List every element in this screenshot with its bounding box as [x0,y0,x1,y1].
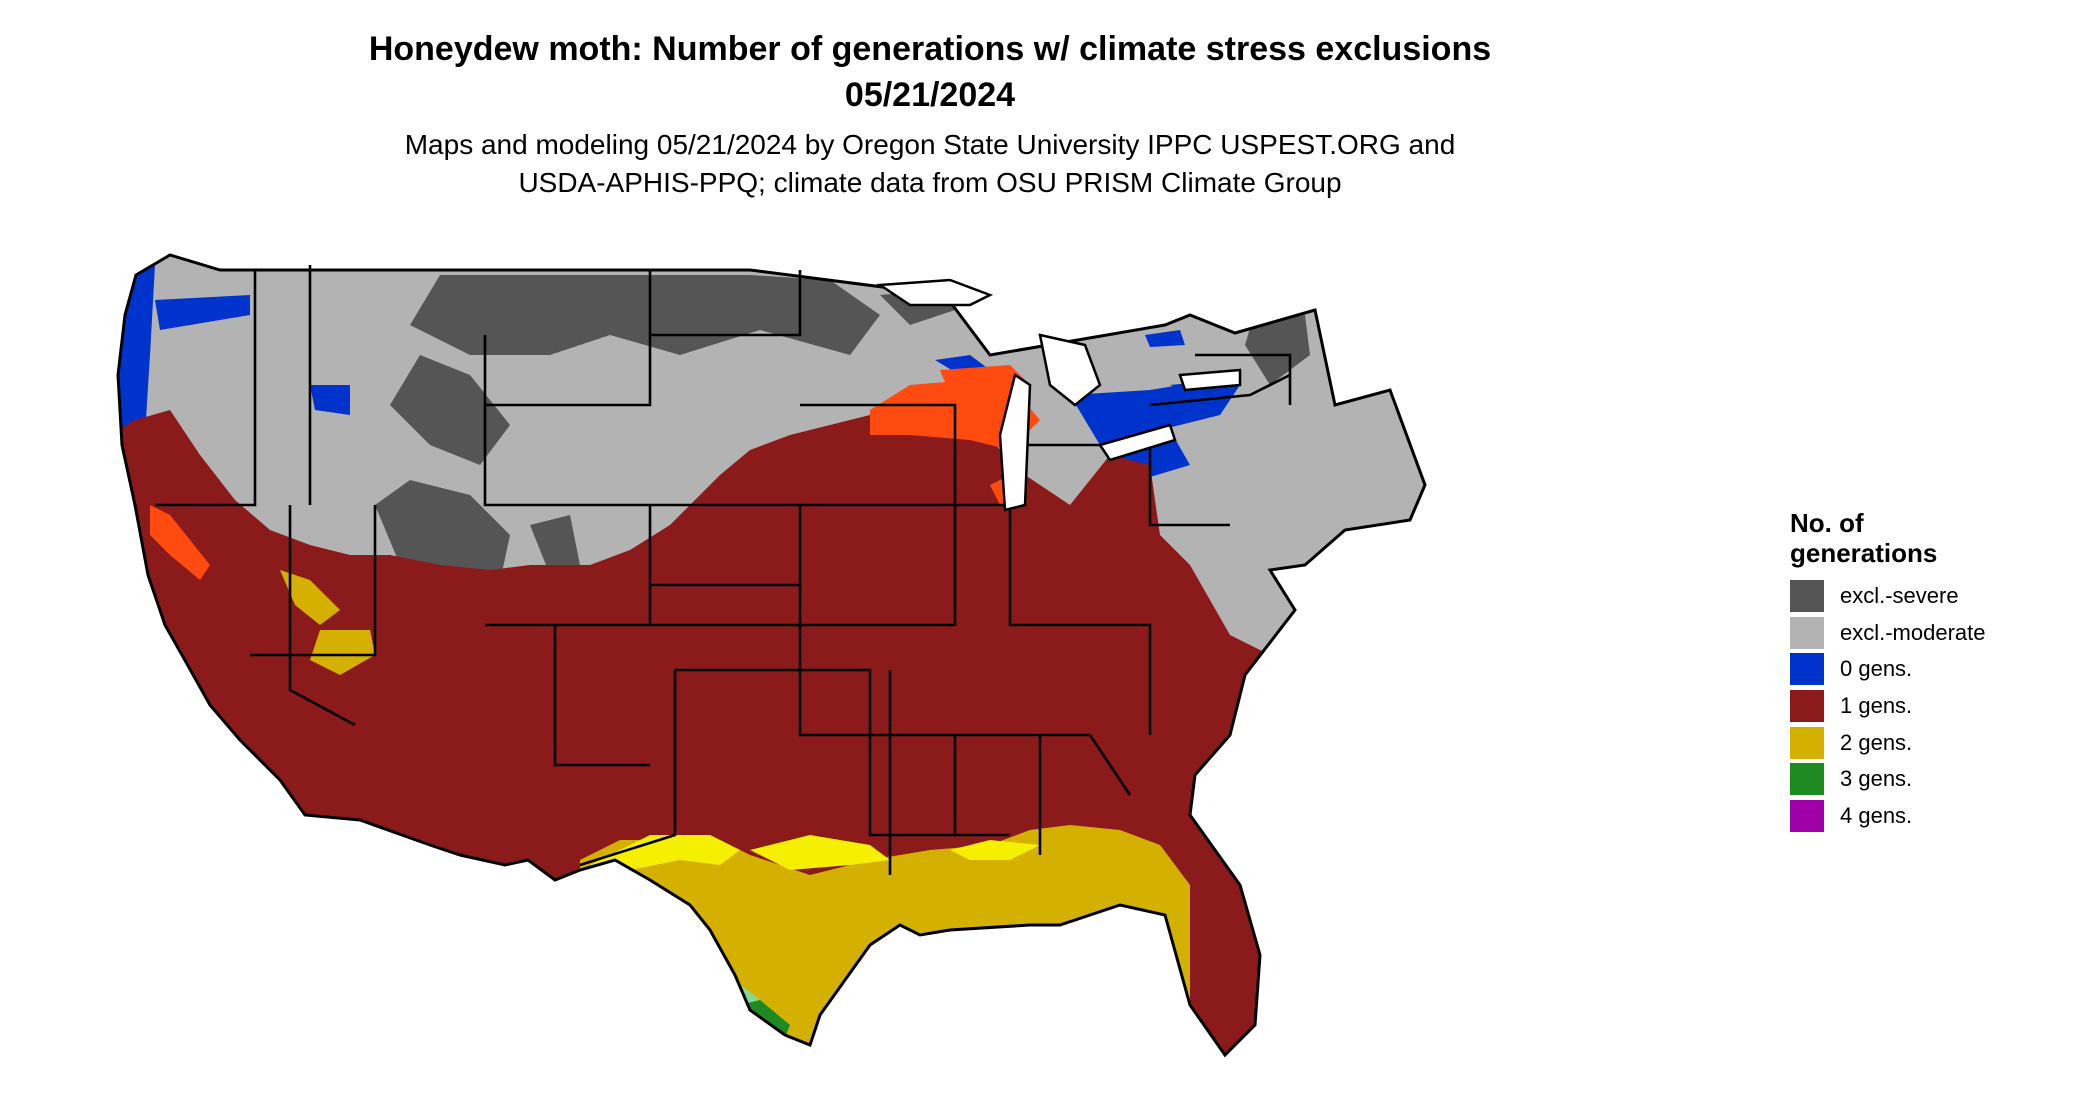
legend-title: No. of generations [1790,508,2090,568]
zone-2-gens-light [590,835,1040,885]
lake-ontario [1178,368,1242,392]
legend-label-1-gens: 1 gens. [1840,693,1913,719]
legend-swatch-excl-severe [1790,580,1824,613]
legend-label-excl-moderate: excl.-moderate [1840,619,1986,645]
legend-title-line-1: No. of [1790,508,1864,538]
legend-item-0-gens: 0 gens. [1790,651,2090,688]
legend-item-excl-moderate: excl.-moderate [1790,615,2090,652]
lake-michigan [998,372,1032,512]
us-generations-map [116,253,1427,1058]
legend-swatch-1-gens [1790,690,1824,723]
map-subtitle: Maps and modeling 05/21/2024 by Oregon S… [0,126,1860,202]
legend-item-1-gens: 1 gens. [1790,688,2090,725]
generation-zones [118,255,1425,1055]
legend-swatch-excl-moderate [1790,616,1824,649]
legend-label-excl-severe: excl.-severe [1840,583,1959,609]
lake-huron [1038,333,1102,407]
legend-swatch-2-gens [1790,726,1824,759]
great-lakes [876,278,1242,512]
legend-swatch-3-gens [1790,763,1824,796]
map-title: Honeydew moth: Number of generations w/ … [0,26,1860,118]
legend-label-3-gens: 3 gens. [1840,766,1913,792]
subtitle-line-2: USDA-APHIS-PPQ; climate data from OSU PR… [518,167,1342,198]
legend-label-0-gens: 0 gens. [1840,656,1913,682]
state-borders [155,265,1292,875]
lake-erie [1098,423,1177,462]
legend-item-2-gens: 2 gens. [1790,724,2090,761]
title-text: Honeydew moth: Number of generations w/ … [368,30,1492,68]
legend-title-line-2: generations [1790,538,1938,568]
legend-label-4-gens: 4 gens. [1840,802,1913,828]
legend: No. of generations excl.-severe excl.-mo… [1790,508,2090,834]
legend-swatch-0-gens [1790,653,1824,686]
subtitle-line-1: Maps and modeling 05/21/2024 by Oregon S… [404,129,1456,160]
legend-item-excl-severe: excl.-severe [1790,578,2090,615]
us-outline [116,253,1427,1058]
legend-item-3-gens: 3 gens. [1790,761,2090,798]
title-date: 05/21/2024 [844,76,1016,114]
legend-swatch-4-gens [1790,799,1824,832]
legend-label-2-gens: 2 gens. [1840,729,1913,755]
legend-item-4-gens: 4 gens. [1790,798,2090,835]
lake-superior [876,278,994,307]
